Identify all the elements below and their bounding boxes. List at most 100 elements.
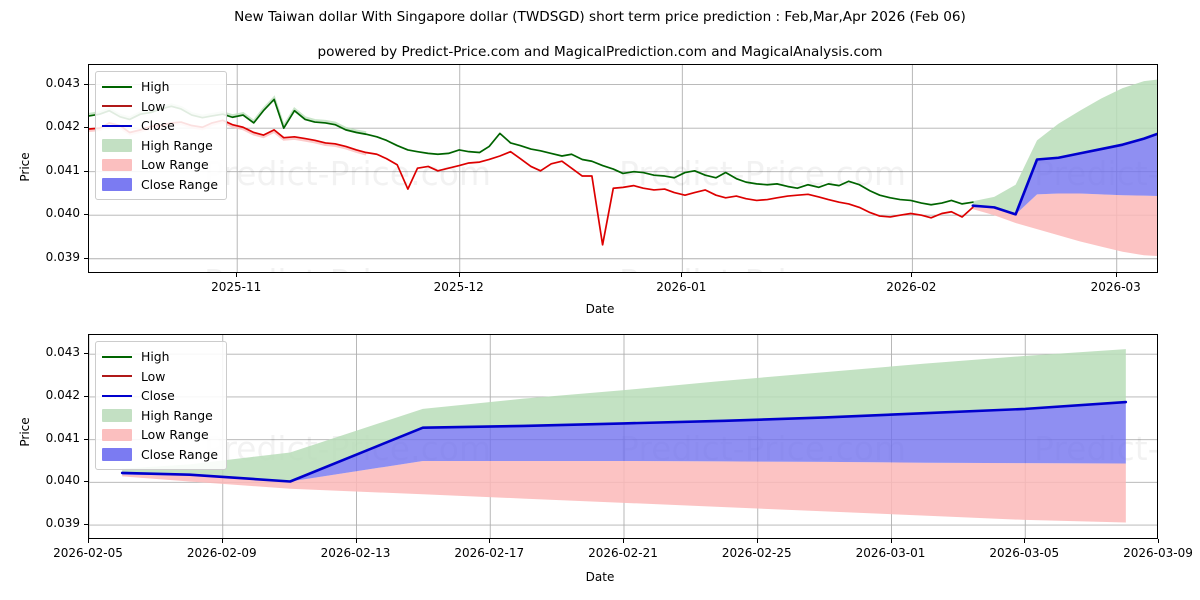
bottom-chart-canvas: Predict-Price.comPredict-Price.comPredic… [89,335,1157,538]
bottom-chart-legend-label-5: Close Range [141,446,218,462]
bottom-chart-legend-swatch-4 [102,428,132,441]
top-chart-legend-swatch-3 [102,139,132,152]
top-chart-legend-swatch-2 [102,120,132,132]
top-chart-legend-item-low-range[interactable]: Low Range [102,155,218,175]
bottom-chart-legend-swatch-0 [102,351,132,363]
top-chart-y-tick-2: 0.041 [45,162,80,177]
series-line-low [89,119,974,246]
watermark-1: Predict-Price.com [619,154,906,193]
top-chart-legend-label-5: Close Range [141,176,218,192]
top-chart-x-tick-2: 2026-01 [656,280,707,294]
bottom-chart-x-tick-0: 2026-02-05 [53,546,123,560]
bottom-chart-legend-item-close-range[interactable]: Close Range [102,445,218,465]
bottom-chart-legend-label-1: Low [141,368,166,384]
top-chart-x-tick-3: 2026-02 [886,280,937,294]
band-close-range [972,134,1157,215]
top-chart-canvas: Predict-Price.com Predict-Price.com Predic… [89,65,1157,273]
bottom-chart-legend-label-4: Low Range [141,427,209,443]
bottom-chart-x-tickmark-6 [890,539,892,543]
page-subtitle: powered by Predict-Price.com and Magical… [317,44,883,60]
top-chart-legend-item-high-range[interactable]: High Range [102,136,218,156]
bottom-chart-x-tick-1: 2026-02-09 [186,546,257,560]
bottom-chart-legend-label-0: High [141,349,170,365]
bottom-chart-y-tickmark-1 [84,481,88,483]
bottom-chart-x-tickmark-1 [221,539,223,543]
top-chart-x-tickmark-1 [458,273,460,277]
series-line-close [971,132,1157,216]
top-chart-y-tickmark-1 [84,214,88,216]
top-chart-legend-item-high[interactable]: High [102,77,218,97]
bottom-chart-legend-label-2: Close [141,388,175,404]
bottom-chart-x-axis-label: Date [585,570,615,584]
bottom-chart-x-tickmark-4 [623,539,624,543]
band-high-range [972,79,1157,215]
bottom-chart-x-tickmark-8 [1158,539,1159,543]
bottom-chart-legend-label-3: High Range [141,407,213,423]
top-chart-x-tickmark-3 [911,273,913,277]
top-chart-y-tickmark-4 [84,83,88,85]
bottom-chart-legend-item-close[interactable]: Close [102,386,218,406]
top-chart-y-tick-4: 0.043 [45,75,80,90]
band-high-range [122,349,1126,482]
top-chart-legend-label-1: Low [141,98,166,114]
top-chart-legend-label-3: High Range [141,137,213,153]
bottom-chart-legend: High Low Close High Range Low Range Close Ran… [95,341,227,470]
top-chart-panel: Price Predict-Price.com Predict-Price.com… [18,64,1158,316]
top-chart-x-tickmark-0 [236,273,238,277]
top-chart-legend-item-close-range[interactable]: Close Range [102,175,218,195]
top-chart-x-tick-1: 2025-12 [433,280,484,294]
bottom-chart-legend-item-high[interactable]: High [102,347,218,367]
bottom-chart-plot-area: Predict-Price.comPredict-Price.comPredic… [88,334,1158,539]
top-chart-legend-label-2: Close [141,118,175,134]
band-low-range [972,193,1157,257]
bottom-chart-x-tick-3: 2026-02-17 [454,546,525,560]
bottom-chart-legend-swatch-1 [102,370,132,382]
bottom-chart-x-tickmark-0 [88,539,89,543]
top-chart-legend-label-4: Low Range [141,157,209,173]
bottom-chart-panel: Price Predict-Price.comPredict-Price.com… [0,320,1200,600]
bottom-chart-legend-item-high-range[interactable]: High Range [102,406,218,426]
bottom-chart-x-tickmark-3 [489,539,491,543]
bottom-chart-y-tick-1: 0.040 [45,473,80,488]
top-chart-legend-swatch-1 [102,100,132,112]
top-chart-x-tick-0: 2025-11 [211,280,262,294]
bottom-chart-y-tick-3: 0.042 [45,387,80,402]
bottom-chart-y-tickmark-0 [84,524,88,526]
band-close-range [122,402,1126,482]
bottom-chart-x-tickmark-2 [355,539,357,543]
top-chart-plot-area: Predict-Price.com Predict-Price.com Predic… [88,64,1158,273]
page-title: New Taiwan dollar With Singapore dollar … [234,9,966,25]
top-chart-legend-swatch-0 [102,81,132,93]
top-chart-x-tickmark-4 [1115,273,1117,277]
bottom-chart-x-tick-4: 2026-02-21 [588,546,658,560]
top-chart-x-tick-4: 2026-03 [1090,280,1141,294]
top-chart-y-tick-0: 0.039 [45,249,80,264]
top-chart-y-tick-1: 0.040 [45,206,80,221]
bottom-chart-legend-swatch-5 [102,448,132,461]
top-chart-legend: High Low Close High Range Low Range Close Ran… [95,71,227,200]
bottom-chart-y-tick-2: 0.041 [45,430,80,445]
top-chart-x-axis-label: Date [585,302,615,316]
top-chart-y-tickmark-2 [84,170,88,172]
bottom-chart-y-tickmark-4 [84,353,88,355]
top-chart-y-tickmark-0 [84,257,88,259]
band-low-range [122,460,1126,523]
bottom-chart-legend-swatch-3 [102,409,132,422]
bottom-chart-y-tickmark-3 [84,395,88,397]
top-chart-legend-item-low[interactable]: Low [102,97,218,117]
bottom-chart-x-tick-7: 2026-03-05 [989,546,1060,560]
bottom-chart-x-tickmark-7 [1024,539,1026,543]
series-line-high [89,98,974,206]
bottom-chart-legend-item-low[interactable]: Low [102,367,218,387]
top-chart-y-tick-3: 0.042 [45,119,80,134]
watermark-3: Predict-Price.com [619,262,906,273]
top-chart-legend-item-close[interactable]: Close [102,116,218,136]
top-chart-x-tickmark-2 [681,273,683,277]
bottom-chart-y-tick-4: 0.043 [45,345,80,360]
bottom-chart-y-tick-0: 0.039 [45,516,80,531]
bottom-chart-legend-item-low-range[interactable]: Low Range [102,425,218,445]
bottom-chart-x-tick-6: 2026-03-01 [855,546,926,560]
top-chart-y-tickmark-3 [84,127,88,129]
watermark-2: Predict-Price.com [204,262,491,273]
